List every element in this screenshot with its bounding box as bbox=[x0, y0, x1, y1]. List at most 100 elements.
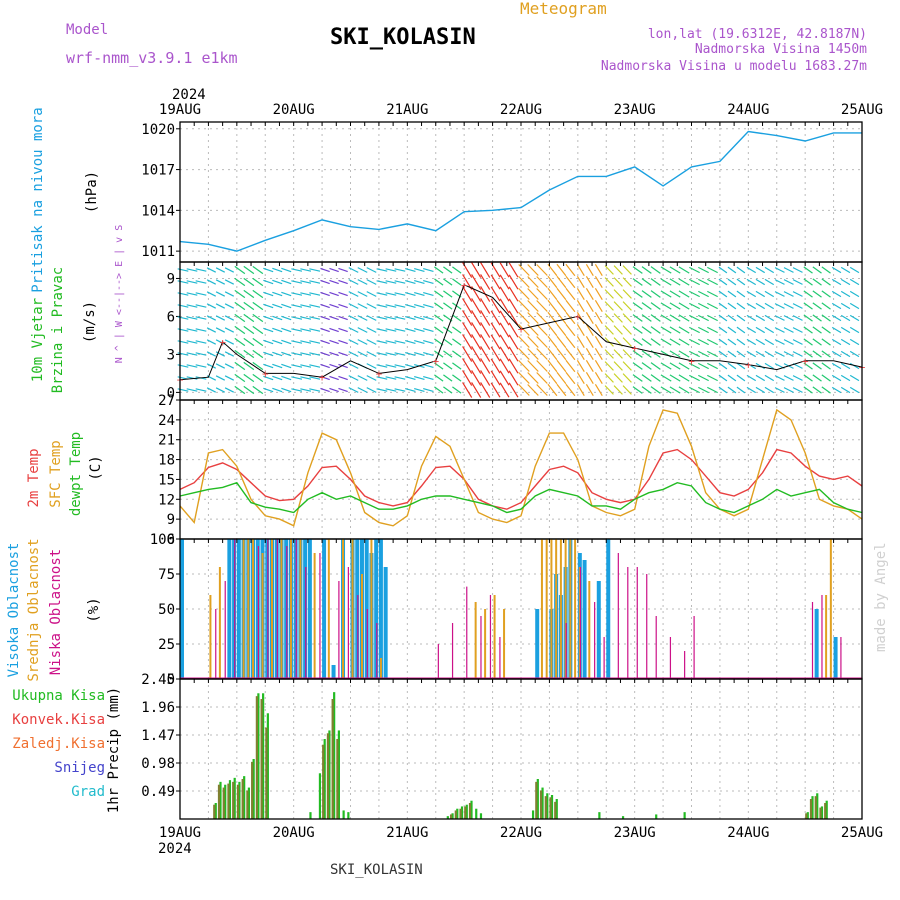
wind-arrow bbox=[215, 339, 226, 345]
wind-arrow bbox=[405, 327, 416, 333]
wind-arrow bbox=[414, 315, 425, 321]
cloud-bar bbox=[579, 567, 582, 679]
wind-arrow bbox=[536, 264, 548, 276]
wind-arrow bbox=[508, 298, 519, 314]
wind-arrow bbox=[821, 266, 831, 274]
wind-arrow bbox=[698, 290, 709, 298]
wind-arrow bbox=[622, 277, 632, 287]
cloud-unit: (%) bbox=[86, 597, 102, 622]
wind-arrow bbox=[803, 266, 813, 274]
wind-arrow bbox=[613, 289, 623, 299]
wind-arrow bbox=[755, 386, 766, 394]
wind-arrow bbox=[263, 363, 274, 369]
wind-arrow bbox=[660, 302, 672, 310]
wind-arrow bbox=[291, 364, 303, 368]
wind-arrow bbox=[366, 339, 377, 345]
x-tick-label-top: 20AUG bbox=[273, 102, 315, 118]
wind-arrow bbox=[764, 326, 775, 334]
wind-arrow bbox=[755, 374, 766, 382]
wind-arrow bbox=[585, 372, 594, 384]
wind-arrow bbox=[556, 263, 567, 277]
wind-arrow bbox=[547, 287, 558, 301]
y-tick-label: 0.98 bbox=[141, 756, 175, 772]
wind-arrow bbox=[669, 278, 681, 286]
precip-bar bbox=[456, 808, 459, 819]
wind-arrow bbox=[309, 352, 321, 356]
wind-arrow bbox=[281, 315, 292, 321]
wind-arrow bbox=[849, 314, 860, 322]
precip-bar bbox=[549, 797, 552, 819]
y-tick-label: 1014 bbox=[141, 203, 175, 219]
cloud-bar bbox=[338, 581, 340, 679]
wind-arrow bbox=[452, 278, 462, 286]
precip-bar bbox=[465, 804, 468, 819]
wind-arrow bbox=[764, 302, 775, 310]
wind-arrow bbox=[215, 375, 226, 381]
cloud-bar bbox=[669, 637, 672, 679]
station-title: SKI_KOLASIN bbox=[330, 25, 476, 50]
panel-frame bbox=[179, 678, 863, 820]
wind-arrow bbox=[774, 351, 785, 357]
wind-arrow bbox=[443, 278, 453, 286]
wind-arrow bbox=[206, 315, 217, 321]
wind-arrow bbox=[281, 327, 292, 333]
wind-arrow bbox=[263, 315, 274, 321]
cloud-bar bbox=[378, 539, 383, 679]
wind-arrow bbox=[527, 348, 539, 360]
wind-arrow bbox=[840, 386, 851, 394]
wind-arrow bbox=[755, 290, 766, 298]
cloud-bar bbox=[360, 574, 363, 679]
precip-bar bbox=[475, 808, 478, 819]
x-tick-label-bottom: 23AUG bbox=[614, 825, 656, 841]
wind-arrow bbox=[641, 266, 652, 274]
wind-arrow bbox=[764, 290, 775, 298]
cloud-bar bbox=[545, 539, 548, 679]
cloud-bar bbox=[437, 644, 439, 679]
wind-gust-mark: + bbox=[262, 367, 269, 380]
wind-arrow bbox=[462, 358, 473, 374]
wind-arrow bbox=[423, 303, 434, 309]
wind-arrow bbox=[243, 313, 255, 323]
wind-arrow bbox=[678, 278, 690, 286]
precip-bar bbox=[550, 795, 554, 819]
wind-arrow bbox=[263, 279, 274, 285]
wind-arrow bbox=[821, 302, 831, 310]
wind-arrow bbox=[394, 388, 406, 392]
wind-arrow bbox=[452, 326, 462, 334]
y-tick-label: 1020 bbox=[141, 122, 175, 138]
wind-arrow bbox=[508, 322, 519, 338]
precip-legend-item: Grad bbox=[71, 784, 105, 800]
y-tick-label: 1.47 bbox=[141, 728, 175, 744]
precip-bar bbox=[621, 816, 625, 819]
wind-arrow bbox=[281, 387, 292, 393]
wind-arrow bbox=[376, 340, 388, 344]
wind-arrow bbox=[462, 346, 473, 362]
y-tick-label: 2.45 bbox=[141, 672, 175, 688]
wind-arrow bbox=[650, 326, 661, 334]
wind-arrow bbox=[746, 386, 757, 394]
wind-arrow bbox=[480, 322, 491, 338]
wind-arrow bbox=[764, 362, 775, 370]
precip-bar bbox=[323, 739, 326, 819]
cloud-bar bbox=[617, 553, 619, 679]
wind-arrow bbox=[565, 371, 576, 385]
wind-arrow bbox=[698, 374, 709, 382]
wind-arrow bbox=[547, 275, 558, 289]
precip-bar bbox=[470, 800, 473, 819]
wind-arrow bbox=[291, 352, 303, 356]
wind-arrow bbox=[755, 326, 766, 334]
wind-arrow bbox=[556, 323, 567, 337]
wind-arrow bbox=[394, 304, 406, 308]
wind-arrow bbox=[736, 278, 746, 286]
wind-arrow bbox=[252, 277, 264, 287]
x-tick-label-top: 21AUG bbox=[386, 102, 428, 118]
wind-arrow bbox=[385, 376, 397, 380]
wind-arrow bbox=[736, 386, 746, 394]
wind-arrow bbox=[186, 316, 198, 320]
wind-arrow bbox=[394, 376, 406, 380]
precip-bar bbox=[219, 781, 222, 819]
wind-arrow bbox=[669, 374, 681, 382]
wind-arrow bbox=[195, 352, 207, 356]
cloud-bar bbox=[466, 586, 468, 679]
wind-arrow bbox=[746, 350, 757, 358]
